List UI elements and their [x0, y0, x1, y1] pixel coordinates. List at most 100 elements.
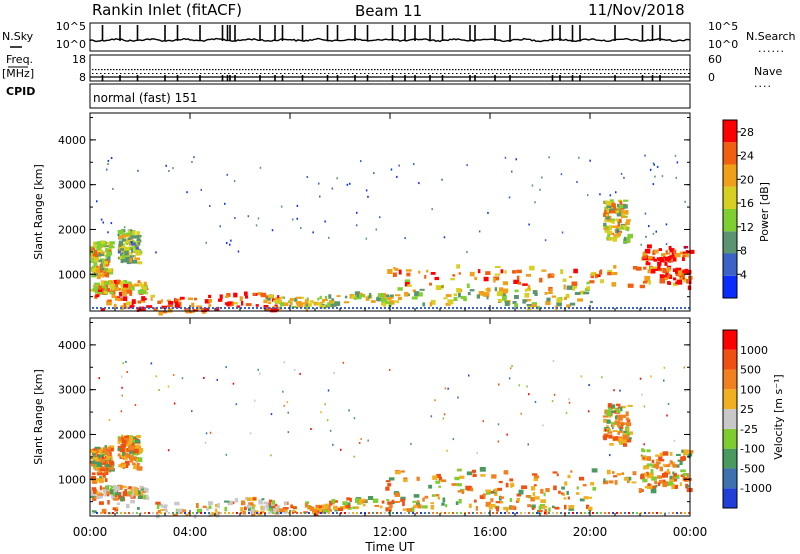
heatmap-cell: [618, 228, 622, 231]
heatmap-cell: [475, 505, 478, 511]
heatmap-cell: [494, 266, 501, 268]
heatmap-cell: [98, 472, 103, 476]
freq-point: [452, 69, 454, 71]
heatmap-cell: [413, 504, 417, 508]
heatmap-cell: [470, 487, 474, 492]
freq-point: [380, 69, 382, 71]
heatmap-cell: [99, 244, 103, 248]
heatmap-cell: [640, 512, 642, 514]
freq-point: [482, 69, 484, 71]
nave-point: [412, 73, 414, 74]
nave-point: [288, 73, 290, 74]
heatmap-cell: [98, 253, 104, 257]
heatmap-cell: [120, 283, 124, 287]
heatmap-cell: [121, 375, 123, 378]
heatmap-cell: [572, 512, 574, 514]
heatmap-cell: [376, 296, 380, 302]
nave-point: [156, 73, 158, 74]
heatmap-cell: [244, 291, 248, 296]
heatmap-cell: [613, 208, 619, 211]
heatmap-cell: [94, 257, 99, 262]
heatmap-cell: [92, 287, 97, 291]
heatmap-cell: [141, 490, 146, 494]
heatmap-cell: [94, 282, 101, 286]
heatmap-cell: [315, 504, 321, 510]
heatmap-cell: [342, 361, 345, 364]
heatmap-cell: [255, 224, 258, 227]
heatmap-cell: [671, 252, 675, 258]
heatmap-cell: [272, 512, 274, 514]
colorbar-segment: [723, 409, 737, 429]
heatmap-cell: [112, 187, 114, 190]
heatmap-cell: [284, 512, 286, 514]
freq-point: [596, 69, 598, 71]
heatmap-cell: [436, 512, 438, 514]
heatmap-cell: [656, 307, 658, 309]
heatmap-cell: [112, 512, 114, 514]
heatmap-cell: [122, 291, 127, 296]
heatmap-cell: [618, 218, 622, 224]
heatmap-cell: [603, 419, 608, 423]
heatmap-cell: [280, 307, 282, 309]
heatmap-cell: [574, 292, 581, 295]
colorbar-segment: [723, 369, 737, 390]
heatmap-cell: [385, 301, 389, 304]
heatmap-cell: [105, 469, 112, 473]
heatmap-cell: [296, 204, 299, 207]
heatmap-cell: [252, 504, 256, 507]
heatmap-cell: [561, 231, 564, 234]
freq-point: [257, 69, 259, 71]
freq-point: [293, 69, 295, 71]
heatmap-cell: [504, 156, 507, 159]
heatmap-cell: [125, 246, 130, 252]
heatmap-cell: [432, 512, 434, 514]
heatmap-cell: [627, 283, 634, 288]
heatmap-cell: [100, 512, 102, 514]
heatmap-cell: [134, 241, 140, 245]
heatmap-cell: [117, 256, 121, 260]
freq-point: [182, 69, 184, 71]
heatmap-cell: [422, 302, 426, 307]
heatmap-cell: [616, 211, 622, 217]
heatmap-cell: [460, 307, 462, 309]
heatmap-cell: [512, 301, 517, 304]
heatmap-cell: [385, 480, 391, 483]
heatmap-cell: [108, 245, 115, 249]
heatmap-cell: [165, 509, 168, 513]
heatmap-cell: [105, 460, 109, 465]
heatmap-cell: [113, 498, 119, 501]
heatmap-cell: [252, 292, 256, 296]
heatmap-cell: [278, 510, 282, 515]
heatmap-cell: [508, 196, 511, 199]
heatmap-cell: [457, 490, 464, 493]
nave-point: [652, 73, 654, 74]
nave-point: [680, 73, 682, 74]
freq-point: [614, 69, 616, 71]
heatmap-cell: [561, 492, 566, 496]
nave-point: [400, 73, 402, 74]
freq-point: [296, 69, 298, 71]
heatmap-cell: [123, 302, 127, 307]
heatmap-cell: [662, 482, 668, 488]
freq-point: [461, 69, 463, 71]
heatmap-cell: [442, 417, 445, 420]
freq-point: [674, 69, 676, 71]
heatmap-cell: [203, 377, 205, 379]
heatmap-cell: [108, 307, 110, 309]
nave-point: [512, 73, 514, 74]
heatmap-cell: [508, 307, 510, 309]
heatmap-cell: [547, 292, 553, 295]
heatmap-cell: [150, 294, 155, 298]
heatmap-cell: [113, 287, 119, 292]
y-tick-label: 1000: [58, 268, 86, 281]
heatmap-cell: [412, 500, 418, 503]
heatmap-cell: [232, 302, 238, 305]
heatmap-cell: [131, 453, 134, 458]
heatmap-cell: [320, 307, 322, 309]
heatmap-cell: [516, 500, 519, 503]
heatmap-cell: [626, 419, 631, 422]
heatmap-cell: [450, 278, 455, 281]
heatmap-cell: [657, 265, 661, 268]
heatmap-cell: [472, 512, 474, 514]
noise-right-tick-bottom: 10^0: [708, 38, 738, 51]
